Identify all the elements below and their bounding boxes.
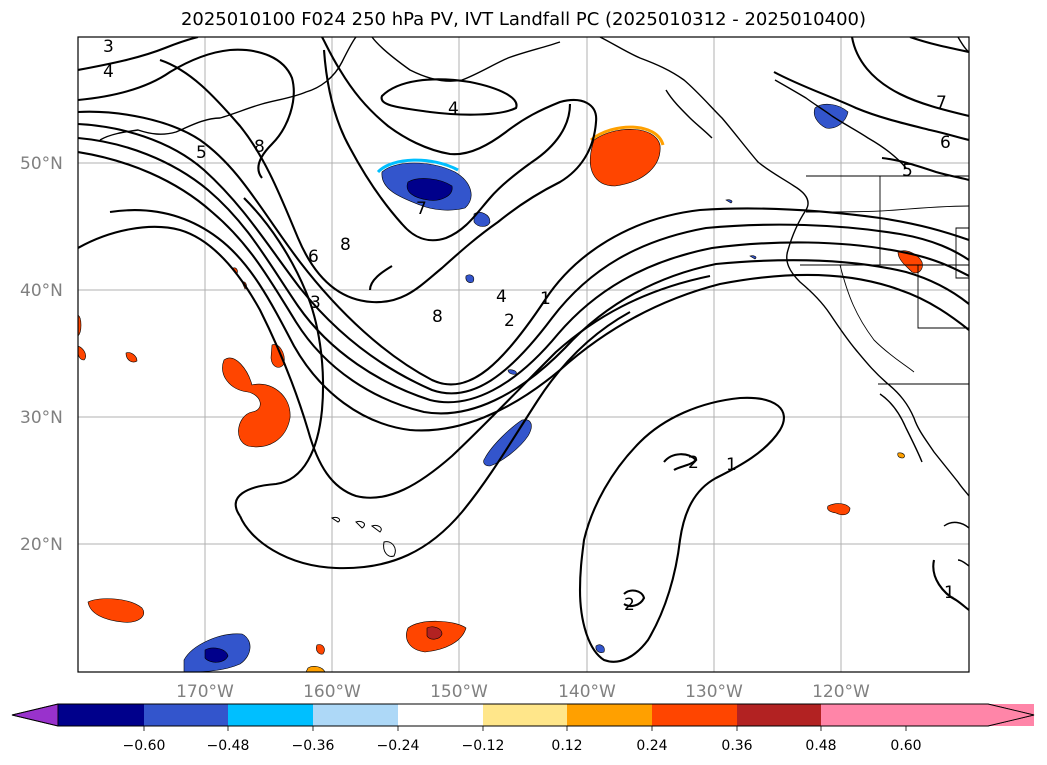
colorbar-tick-label: −0.48 (207, 738, 250, 754)
lat-label: 30°N (20, 408, 63, 428)
map-border (77, 36, 970, 673)
lat-label: 50°N (20, 154, 63, 174)
ivt-anomaly-fill (78, 103, 923, 672)
colorbar-tick-label: 0.48 (805, 738, 836, 754)
hawaii-islands (330, 517, 396, 557)
colorbar-tick-label: 0.12 (551, 738, 582, 754)
colorbar-extend-min (11, 703, 59, 727)
contour-label: 4 (103, 62, 114, 82)
contour-label: 4 (496, 287, 507, 307)
contour-label: 1 (944, 583, 955, 603)
contour-label: 3 (103, 37, 114, 57)
map-area (78, 37, 969, 672)
colorbar-segment (737, 704, 821, 726)
lon-label: 140°W (558, 682, 616, 702)
contour-label: 5 (196, 143, 207, 163)
contour-label: 1 (726, 455, 737, 475)
pv-contour-labels: 3 4 5 8 4 7 8 6 3 8 4 2 1 7 6 5 2 1 2 1 (103, 37, 955, 615)
colorbar-segment (652, 704, 737, 726)
pv-contours (78, 37, 969, 663)
lat-label: 20°N (20, 535, 63, 555)
colorbar-tick-label: −0.12 (462, 738, 505, 754)
colorbar-segment (144, 704, 228, 726)
colorbar-segment (58, 704, 144, 726)
contour-label: 2 (688, 453, 699, 473)
colorbar-tick-label: −0.36 (292, 738, 335, 754)
colorbar-segment (821, 704, 906, 726)
contour-label: 7 (936, 93, 947, 113)
colorbar-extend-max (988, 704, 1034, 726)
colorbar: −0.60 −0.48 −0.36 −0.24 −0.12 0.12 0.24 … (11, 703, 1035, 754)
colorbar-tick-label: −0.60 (123, 738, 166, 754)
contour-label: 2 (624, 595, 635, 615)
colorbar-segment (313, 704, 398, 726)
colorbar-segment (567, 704, 652, 726)
contour-label: 8 (432, 307, 443, 327)
lon-label: 120°W (812, 682, 870, 702)
colorbar-segment (398, 704, 483, 726)
lon-label: 160°W (303, 682, 361, 702)
coastlines (99, 37, 969, 567)
lon-label: 130°W (685, 682, 743, 702)
lon-label: 150°W (430, 682, 488, 702)
contour-label: 1 (540, 289, 551, 309)
longitude-labels: 170°W 160°W 150°W 140°W 130°W 120°W (176, 682, 870, 702)
contour-label: 6 (308, 247, 319, 267)
map-title: 2025010100 F024 250 hPa PV, IVT Landfall… (180, 9, 867, 30)
colorbar-tick-label: −0.24 (377, 738, 420, 754)
contour-label: 4 (448, 99, 459, 119)
contour-label: 6 (940, 133, 951, 153)
lon-label: 170°W (176, 682, 234, 702)
latitude-labels: 50°N 40°N 30°N 20°N (20, 154, 63, 555)
contour-label: 8 (254, 137, 265, 157)
contour-label: 5 (902, 161, 913, 181)
gridlines (78, 37, 969, 672)
contour-label: 3 (310, 293, 321, 313)
colorbar-segment (228, 704, 313, 726)
lat-label: 40°N (20, 281, 63, 301)
colorbar-tick-label: 0.36 (721, 738, 752, 754)
contour-label: 7 (416, 199, 427, 219)
contour-label: 8 (340, 235, 351, 255)
contour-label: 2 (504, 311, 515, 331)
colorbar-tick-label: 0.24 (636, 738, 667, 754)
colorbar-ticks (143, 726, 907, 731)
colorbar-tick-label: 0.60 (890, 738, 921, 754)
colorbar-segment (483, 704, 567, 726)
